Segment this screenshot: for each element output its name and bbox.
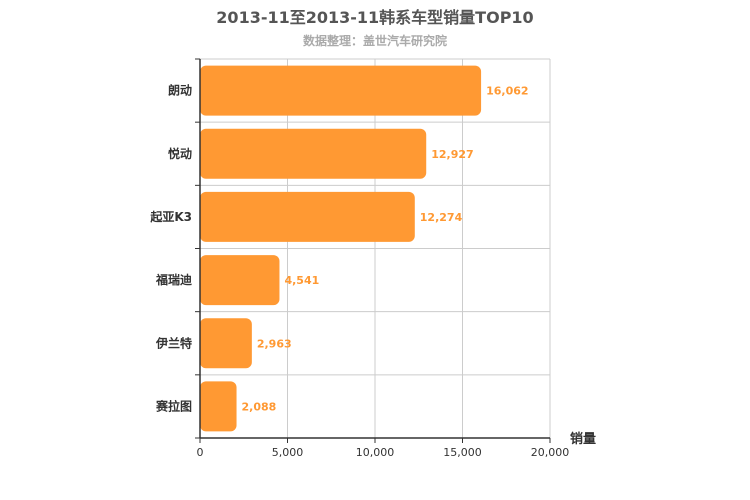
- bar: [200, 65, 482, 116]
- category-label: 赛拉图: [155, 398, 192, 413]
- bar: [200, 191, 415, 242]
- x-tick-label: 10,000: [356, 446, 395, 459]
- x-tick-label: 15,000: [443, 446, 482, 459]
- data-label: 12,274: [420, 211, 463, 224]
- labels: 0 5,000 10,000 15,000 20,000 朗动 16,062 悦动 12,927…: [149, 83, 569, 459]
- category-label: 伊兰特: [155, 335, 192, 350]
- x-tick-label: 5,000: [272, 446, 304, 459]
- data-label: 4,541: [284, 274, 319, 287]
- x-tick-label: 0: [197, 446, 204, 459]
- data-label: 12,927: [431, 148, 473, 161]
- category-label: 福瑞迪: [155, 272, 192, 287]
- data-label: 2,088: [242, 400, 277, 413]
- bar: [200, 255, 280, 306]
- category-label: 悦动: [168, 146, 192, 161]
- chart-subtitle: 数据整理：盖世汽车研究院: [302, 34, 447, 48]
- grid-lines: [199, 58, 551, 438]
- x-tick-label: 20,000: [531, 446, 570, 459]
- axes: [195, 58, 551, 443]
- bar: [200, 318, 252, 369]
- data-label: 16,062: [486, 85, 528, 98]
- bars: [200, 65, 482, 432]
- category-label: 起亚K3: [149, 209, 192, 224]
- category-label: 朗动: [168, 83, 192, 98]
- chart-title: 2013-11至2013-11韩系车型销量TOP10: [216, 8, 534, 27]
- data-label: 2,963: [257, 337, 292, 350]
- bar: [200, 381, 237, 432]
- x-axis-label: 销量: [570, 431, 596, 447]
- bar: [200, 128, 427, 179]
